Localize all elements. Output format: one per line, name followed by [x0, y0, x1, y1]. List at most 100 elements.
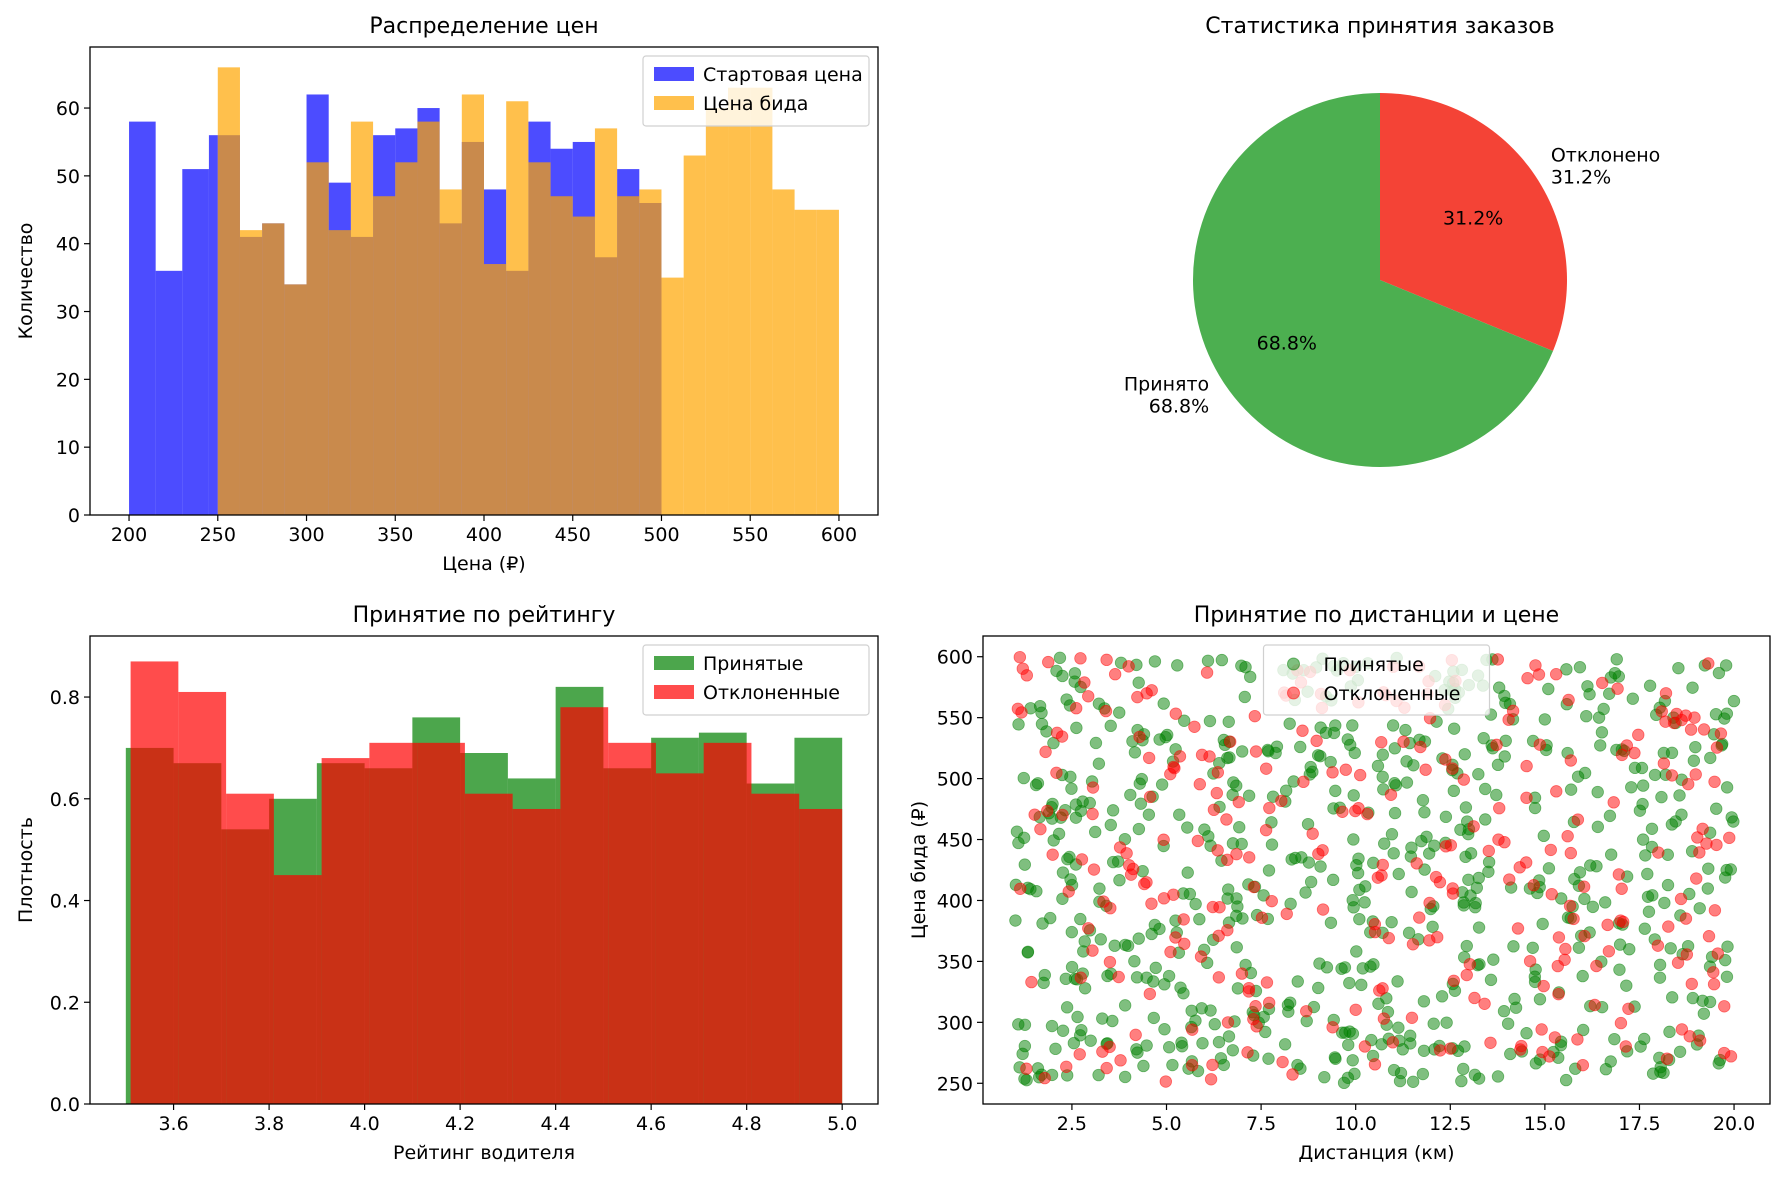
scatter-point-accepted	[1661, 878, 1675, 892]
price-hist-bar-series2	[572, 216, 595, 515]
scatter-point-rejected	[1563, 899, 1577, 913]
scatter-point-accepted	[1201, 654, 1215, 668]
scatter-point-accepted	[1440, 1016, 1453, 1029]
scatter-point-accepted	[1092, 757, 1106, 770]
scatter-point-accepted	[1155, 778, 1169, 791]
scatter-point-accepted	[1420, 830, 1433, 843]
scatter-point-rejected	[1410, 857, 1423, 870]
scatter-point-accepted	[1147, 975, 1160, 988]
scatter-point-rejected	[1050, 766, 1063, 779]
scatter-point-rejected	[1221, 853, 1234, 867]
price-hist-x-tick-label: 400	[466, 524, 502, 546]
scatter-point-accepted	[1727, 694, 1741, 708]
scatter-point-accepted	[1462, 873, 1475, 886]
scatter-point-rejected	[1186, 1023, 1199, 1036]
scatter-point-rejected	[1457, 773, 1471, 786]
scatter-point-rejected	[1056, 808, 1069, 822]
scatter-point-rejected	[1463, 958, 1477, 971]
scatter-point-accepted	[1712, 666, 1726, 680]
scatter-point-rejected	[1693, 846, 1706, 859]
scatter-chart: 2.5 5.0 7.5 10.0 12.5 15.0 17.5 20.0 250 300 350 40…	[908, 603, 1771, 1164]
scatter-point-rejected	[1406, 938, 1420, 951]
scatter-point-accepted	[1196, 1037, 1209, 1050]
scatter-point-accepted	[1673, 1045, 1687, 1058]
scatter-point-accepted	[1130, 1043, 1143, 1056]
scatter-point-accepted	[1119, 938, 1132, 952]
scatter-point-rejected	[1710, 741, 1724, 754]
scatter-point-accepted	[1391, 975, 1404, 988]
scatter-point-accepted	[1071, 1010, 1084, 1024]
price-hist-bar-series2	[306, 162, 329, 515]
scatter-point-rejected	[1143, 987, 1157, 1001]
scatter-point-rejected	[1674, 892, 1688, 906]
rating-hist-x-tick-label: 4.6	[636, 1113, 666, 1135]
scatter-point-rejected	[1423, 934, 1436, 947]
scatter-point-rejected	[1478, 997, 1491, 1010]
scatter-point-rejected	[1339, 763, 1352, 776]
scatter-point-accepted	[1177, 987, 1190, 1000]
scatter-point-accepted	[1559, 1073, 1573, 1087]
scatter-point-accepted	[1641, 867, 1654, 881]
rating-hist-y-tick-label: 0.0	[50, 1094, 80, 1116]
scatter-x-tick-label: 2.5	[1057, 1113, 1087, 1135]
scatter-point-accepted	[1017, 831, 1031, 844]
scatter-point-accepted	[1104, 818, 1117, 832]
scatter-point-rejected	[1444, 839, 1458, 852]
scatter-point-accepted	[1231, 982, 1245, 995]
rating-hist-legend-swatch	[654, 685, 694, 699]
scatter-point-accepted	[1642, 905, 1656, 918]
scatter-point-accepted	[1560, 663, 1573, 676]
scatter-point-accepted	[1578, 766, 1592, 780]
scatter-point-accepted	[1049, 1042, 1062, 1056]
scatter-point-accepted	[1392, 1021, 1405, 1034]
price-hist-y-tick-label: 30	[56, 302, 80, 324]
scatter-point-accepted	[1181, 866, 1194, 879]
scatter-point-accepted	[1065, 782, 1078, 795]
scatter-point-accepted	[1576, 969, 1589, 983]
scatter-point-accepted	[1392, 867, 1405, 881]
scatter-point-rejected	[1353, 768, 1367, 782]
scatter-point-accepted	[1639, 849, 1652, 862]
scatter-point-accepted	[1347, 833, 1360, 846]
scatter-point-rejected	[1552, 931, 1566, 944]
scatter-point-accepted	[1636, 797, 1649, 811]
rating-hist-legend: Принятые Отклоненные	[642, 644, 870, 716]
scatter-point-accepted	[1012, 718, 1025, 731]
scatter-point-accepted	[1181, 821, 1194, 834]
scatter-point-accepted	[1035, 717, 1049, 731]
scatter-point-accepted	[1162, 969, 1176, 983]
scatter-point-accepted	[1262, 1052, 1275, 1065]
price-hist-y-axis-label: Количество	[15, 223, 37, 340]
rating-hist-bar-series2	[130, 661, 179, 1104]
scatter-point-rejected	[1511, 922, 1525, 935]
scatter-point-rejected	[1185, 1059, 1199, 1072]
scatter-point-rejected	[1577, 880, 1591, 893]
scatter-point-accepted	[1645, 822, 1659, 835]
scatter-point-rejected	[1419, 763, 1432, 776]
price-hist-x-tick-label: 450	[555, 524, 591, 546]
scatter-x-tick-label: 5.0	[1151, 1113, 1181, 1135]
scatter-point-accepted	[1626, 692, 1640, 705]
scatter-x-tick-label: 15.0	[1524, 1113, 1566, 1135]
scatter-point-accepted	[1226, 837, 1240, 850]
rating-hist-x-tick-label: 3.8	[254, 1113, 284, 1135]
scatter-point-accepted	[1704, 751, 1717, 765]
rating-hist-x-tick-label: 4.0	[349, 1113, 379, 1135]
scatter-point-accepted	[1358, 896, 1371, 909]
rating-hist-bar-series2	[655, 773, 704, 1104]
scatter-point-accepted	[1499, 696, 1512, 710]
scatter-legend-box	[1262, 644, 1491, 716]
scatter-point-accepted	[1088, 825, 1102, 839]
scatter-point-accepted	[1655, 790, 1668, 804]
scatter-point-accepted	[1720, 707, 1734, 720]
scatter-point-accepted	[1212, 1035, 1226, 1049]
scatter-point-accepted	[1689, 740, 1702, 754]
pie-pct-label: 68.8%	[1257, 332, 1317, 354]
scatter-point-accepted	[1608, 666, 1622, 680]
scatter-point-rejected	[1188, 720, 1201, 733]
scatter-point-accepted	[1533, 993, 1547, 1006]
scatter-point-rejected	[1157, 892, 1171, 905]
price-hist-bar-series2	[661, 277, 684, 515]
price-hist-bar-series2	[461, 94, 484, 515]
scatter-point-accepted	[1407, 759, 1420, 772]
